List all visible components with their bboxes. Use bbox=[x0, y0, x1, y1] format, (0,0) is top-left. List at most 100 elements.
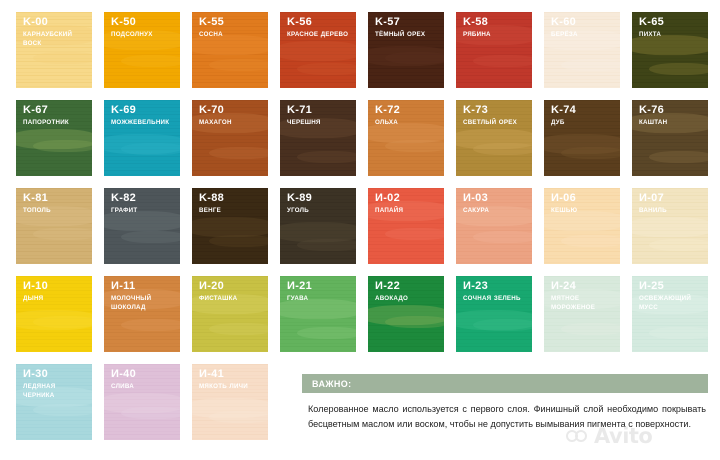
color-swatch: И-23 СОЧНАЯ ЗЕЛЕНЬ bbox=[456, 276, 532, 352]
swatch-code: K-76 bbox=[639, 104, 665, 116]
wood-figure-pattern bbox=[368, 123, 444, 144]
wood-figure-pattern bbox=[456, 128, 532, 149]
swatch-name: БЕРЁЗА bbox=[551, 30, 578, 38]
swatch-code: K-74 bbox=[551, 104, 577, 116]
swatch-name: СОСНА bbox=[199, 30, 223, 38]
swatch-labels: K-65 ПИХТА bbox=[639, 16, 704, 40]
wood-grain-texture bbox=[16, 100, 92, 176]
swatch-labels: K-70 МАХАГОН bbox=[199, 104, 264, 128]
color-swatch: И-41 МЯКОТЬ ЛИЧИ bbox=[192, 364, 268, 440]
wood-grain-texture bbox=[632, 276, 708, 352]
note-body-text: Колерованное масло используется с первог… bbox=[308, 404, 706, 429]
swatch-name: УГОЛЬ bbox=[287, 206, 309, 214]
wood-figure-pattern bbox=[104, 30, 180, 50]
wood-grain-texture bbox=[456, 276, 532, 352]
swatch-name: СВЕТЛЫЙ ОРЕХ bbox=[463, 118, 517, 126]
swatch-labels: И-11 МОЛОЧНЫЙ ШОКОЛАД bbox=[111, 280, 176, 313]
wood-figure-pattern-secondary bbox=[472, 231, 532, 244]
wood-figure-pattern bbox=[632, 216, 708, 237]
wood-grain-texture bbox=[368, 100, 444, 176]
swatch-name: ПОДСОЛНУХ bbox=[111, 30, 153, 38]
color-swatch: K-00 КАРНАУБСКИЙ ВОСК bbox=[16, 12, 92, 88]
wood-figure-pattern bbox=[280, 118, 356, 138]
swatch-labels: И-20 ФИСТАШКА bbox=[199, 280, 264, 304]
wood-figure-pattern-secondary bbox=[120, 143, 180, 156]
swatch-name: СЛИВА bbox=[111, 382, 134, 390]
swatch-labels: И-02 ПАПАЙЯ bbox=[375, 192, 440, 216]
color-swatch: И-25 ОСВЕЖАЮЩИЙ МУСС bbox=[632, 276, 708, 352]
swatch-labels: И-30 ЛЕДЯНАЯ ЧЕРНИКА bbox=[23, 368, 88, 401]
swatch-name: ОСВЕЖАЮЩИЙ МУСС bbox=[639, 294, 692, 311]
important-note-box: ВАЖНО: Колерованное масло используется с… bbox=[302, 374, 708, 431]
wood-figure-pattern bbox=[368, 46, 444, 66]
swatch-code: K-72 bbox=[375, 104, 401, 116]
swatch-labels: K-69 МОЖЖЕВЕЛЬНИК bbox=[111, 104, 176, 128]
swatch-code: K-67 bbox=[23, 104, 49, 116]
swatch-code: И-23 bbox=[463, 280, 489, 292]
swatch-name: ДУБ bbox=[551, 118, 565, 126]
swatch-name: ОЛЬХА bbox=[375, 118, 398, 126]
color-swatch: K-69 МОЖЖЕВЕЛЬНИК bbox=[104, 100, 180, 176]
swatch-labels: И-25 ОСВЕЖАЮЩИЙ МУСС bbox=[639, 280, 704, 313]
swatch-code: K-50 bbox=[111, 16, 137, 28]
wood-figure-pattern bbox=[16, 310, 92, 330]
wood-figure-pattern bbox=[632, 294, 708, 314]
swatch-labels: K-60 БЕРЁЗА bbox=[551, 16, 616, 40]
color-swatch: K-70 МАХАГОН bbox=[192, 100, 268, 176]
wood-figure-pattern-secondary bbox=[384, 139, 444, 152]
wood-figure-pattern-secondary bbox=[560, 59, 620, 72]
wood-figure-pattern-secondary bbox=[208, 235, 268, 248]
swatch-name: ЧЕРЕШНЯ bbox=[287, 118, 321, 126]
swatch-name: СОЧНАЯ ЗЕЛЕНЬ bbox=[463, 294, 521, 302]
wood-figure-pattern bbox=[104, 288, 180, 309]
wood-grain-texture bbox=[280, 188, 356, 264]
color-swatch: K-81 ТОПОЛЬ bbox=[16, 188, 92, 264]
wood-figure-pattern bbox=[280, 40, 356, 61]
swatch-labels: K-55 СОСНА bbox=[199, 16, 264, 40]
wood-figure-pattern-secondary bbox=[648, 150, 708, 164]
swatch-code: И-06 bbox=[551, 192, 577, 204]
swatch-name: ВАНИЛЬ bbox=[639, 206, 667, 214]
wood-grain-texture bbox=[192, 100, 268, 176]
wood-grain-texture bbox=[368, 12, 444, 88]
wood-grain-texture bbox=[16, 364, 92, 440]
swatch-code: K-55 bbox=[199, 16, 225, 28]
color-swatch: K-50 ПОДСОЛНУХ bbox=[104, 12, 180, 88]
swatch-name: ФИСТАШКА bbox=[199, 294, 238, 302]
wood-grain-texture bbox=[544, 100, 620, 176]
color-swatch: И-07 ВАНИЛЬ bbox=[632, 188, 708, 264]
color-swatch: K-57 ТЁМНЫЙ ОРЕХ bbox=[368, 12, 444, 88]
swatch-code: И-40 bbox=[111, 368, 137, 380]
swatch-labels: K-50 ПОДСОЛНУХ bbox=[111, 16, 176, 40]
swatch-name: ВЕНГЕ bbox=[199, 206, 221, 214]
wood-figure-pattern-secondary bbox=[560, 323, 620, 336]
swatch-code: K-58 bbox=[463, 16, 489, 28]
swatch-labels: K-56 КРАСНОЕ ДЕРЕВО bbox=[287, 16, 352, 40]
swatch-name: АВОКАДО bbox=[375, 294, 409, 302]
wood-figure-pattern-secondary bbox=[120, 55, 180, 68]
swatch-code: K-56 bbox=[287, 16, 313, 28]
swatch-name: ГУАВА bbox=[287, 294, 309, 302]
swatch-name: МЯТНОЕ МОРОЖЕНОЕ bbox=[551, 294, 596, 311]
swatch-labels: И-06 КЕШЬЮ bbox=[551, 192, 616, 216]
swatch-labels: И-22 АВОКАДО bbox=[375, 280, 440, 304]
swatch-name: ПИХТА bbox=[639, 30, 662, 38]
swatch-labels: K-71 ЧЕРЕШНЯ bbox=[287, 104, 352, 128]
wood-figure-pattern-secondary bbox=[648, 238, 708, 252]
wood-figure-pattern-secondary bbox=[32, 227, 92, 240]
swatch-code: K-70 bbox=[199, 104, 225, 116]
swatch-code: K-65 bbox=[639, 16, 665, 28]
swatch-name: МЯКОТЬ ЛИЧИ bbox=[199, 382, 248, 390]
swatch-labels: K-72 ОЛЬХА bbox=[375, 104, 440, 128]
swatch-labels: K-82 ГРАФИТ bbox=[111, 192, 176, 216]
swatch-code: И-11 bbox=[111, 280, 136, 292]
swatch-code: K-71 bbox=[287, 104, 313, 116]
color-swatch: И-40 СЛИВА bbox=[104, 364, 180, 440]
wood-figure-pattern-secondary bbox=[208, 323, 268, 336]
color-swatch: K-56 КРАСНОЕ ДЕРЕВО bbox=[280, 12, 356, 88]
swatch-name: МАХАГОН bbox=[199, 118, 232, 126]
swatch-code: И-21 bbox=[287, 280, 313, 292]
wood-figure-pattern bbox=[192, 112, 268, 133]
wood-grain-texture bbox=[632, 100, 708, 176]
swatch-labels: И-40 СЛИВА bbox=[111, 368, 176, 392]
